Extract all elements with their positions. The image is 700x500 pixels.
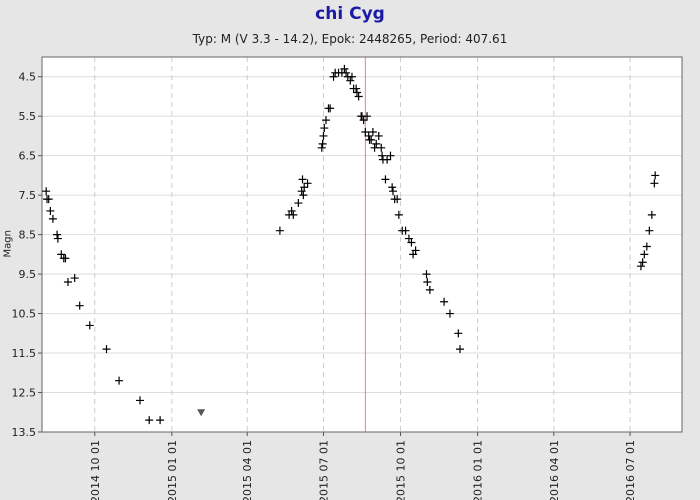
chart-subtitle: Typ: M (V 3.3 - 14.2), Epok: 2448265, Pe… — [192, 32, 508, 46]
data-point — [275, 226, 284, 235]
data-point — [300, 183, 309, 192]
data-point — [651, 171, 660, 180]
data-point — [359, 116, 368, 125]
y-tick-label: 13.5 — [12, 426, 37, 439]
data-point — [354, 92, 363, 101]
data-point — [102, 345, 111, 354]
data-point — [381, 175, 390, 184]
data-point — [411, 246, 420, 255]
data-point — [650, 179, 659, 188]
data-point — [346, 76, 355, 85]
data-point — [318, 139, 327, 148]
data-point — [363, 112, 372, 121]
x-tick-label: 2015 01 01 — [166, 440, 179, 500]
data-point — [401, 226, 410, 235]
data-point — [352, 88, 361, 97]
data-point — [422, 270, 431, 279]
data-point — [303, 179, 312, 188]
data-point — [53, 234, 62, 243]
x-tick-label: 2015 10 01 — [395, 440, 408, 500]
data-point — [326, 104, 335, 113]
data-point — [372, 139, 381, 148]
data-point — [46, 206, 55, 215]
y-tick-label: 12.5 — [12, 387, 37, 400]
data-point — [115, 376, 124, 385]
data-point — [319, 131, 328, 140]
data-point — [289, 210, 298, 219]
data-point — [63, 278, 72, 286]
data-point — [329, 72, 338, 81]
y-tick-label: 4.5 — [19, 71, 37, 84]
data-point — [294, 199, 303, 208]
data-point — [321, 116, 330, 125]
data-point — [645, 226, 654, 235]
data-point — [156, 416, 165, 425]
data-point — [48, 214, 57, 223]
y-tick-label: 5.5 — [19, 110, 37, 123]
data-point — [347, 72, 356, 81]
data-point — [378, 151, 387, 160]
upper-limit-point — [197, 409, 206, 417]
x-tick-label: 2016 01 01 — [472, 440, 485, 500]
data-point — [352, 84, 361, 93]
data-point — [640, 250, 649, 259]
data-point — [456, 345, 465, 354]
data-point — [136, 396, 145, 405]
data-point — [298, 175, 307, 184]
x-tick-label: 2014 10 01 — [89, 440, 102, 500]
y-tick-label: 7.5 — [19, 189, 37, 202]
y-tick-label: 8.5 — [19, 229, 37, 242]
data-point — [42, 187, 51, 196]
data-point — [374, 131, 383, 140]
data-point — [642, 242, 651, 251]
data-point — [85, 321, 94, 330]
data-point — [342, 68, 351, 77]
data-point — [320, 124, 329, 133]
y-tick-label: 9.5 — [19, 268, 37, 281]
data-point — [638, 258, 647, 267]
data-point — [393, 195, 402, 204]
data-point — [407, 238, 416, 247]
data-point — [425, 285, 434, 294]
data-point — [317, 143, 326, 152]
data-point — [370, 143, 379, 152]
x-tick-label: 2015 07 01 — [317, 440, 330, 500]
data-point — [299, 191, 308, 200]
data-point — [361, 128, 370, 136]
data-point — [388, 187, 397, 196]
data-point — [636, 262, 645, 271]
data-point — [383, 155, 392, 164]
data-point — [75, 301, 84, 310]
data-point — [70, 274, 79, 283]
data-point — [367, 135, 376, 144]
plot-frame — [41, 56, 683, 433]
x-tick-label: 2015 04 01 — [241, 440, 254, 500]
data-point — [340, 64, 349, 73]
data-point — [440, 297, 449, 306]
x-tick-label: 2016 04 01 — [548, 440, 561, 500]
data-point — [377, 143, 386, 152]
data-point — [287, 206, 296, 215]
x-tick-label: 2016 07 01 — [624, 440, 637, 500]
y-tick-label: 6.5 — [19, 150, 37, 163]
data-point — [445, 309, 454, 318]
data-point — [454, 329, 463, 338]
data-point — [394, 210, 403, 219]
y-tick-label: 11.5 — [12, 347, 37, 360]
data-point — [145, 416, 154, 425]
chart-title: chi Cyg — [315, 4, 385, 24]
data-point — [423, 278, 432, 286]
data-point — [647, 210, 656, 219]
data-point — [388, 183, 397, 192]
data-point — [61, 254, 70, 263]
data-point — [53, 230, 62, 239]
data-point — [368, 128, 377, 136]
data-point — [44, 195, 53, 204]
y-tick-label: 10.5 — [12, 308, 37, 321]
data-point — [386, 151, 395, 160]
